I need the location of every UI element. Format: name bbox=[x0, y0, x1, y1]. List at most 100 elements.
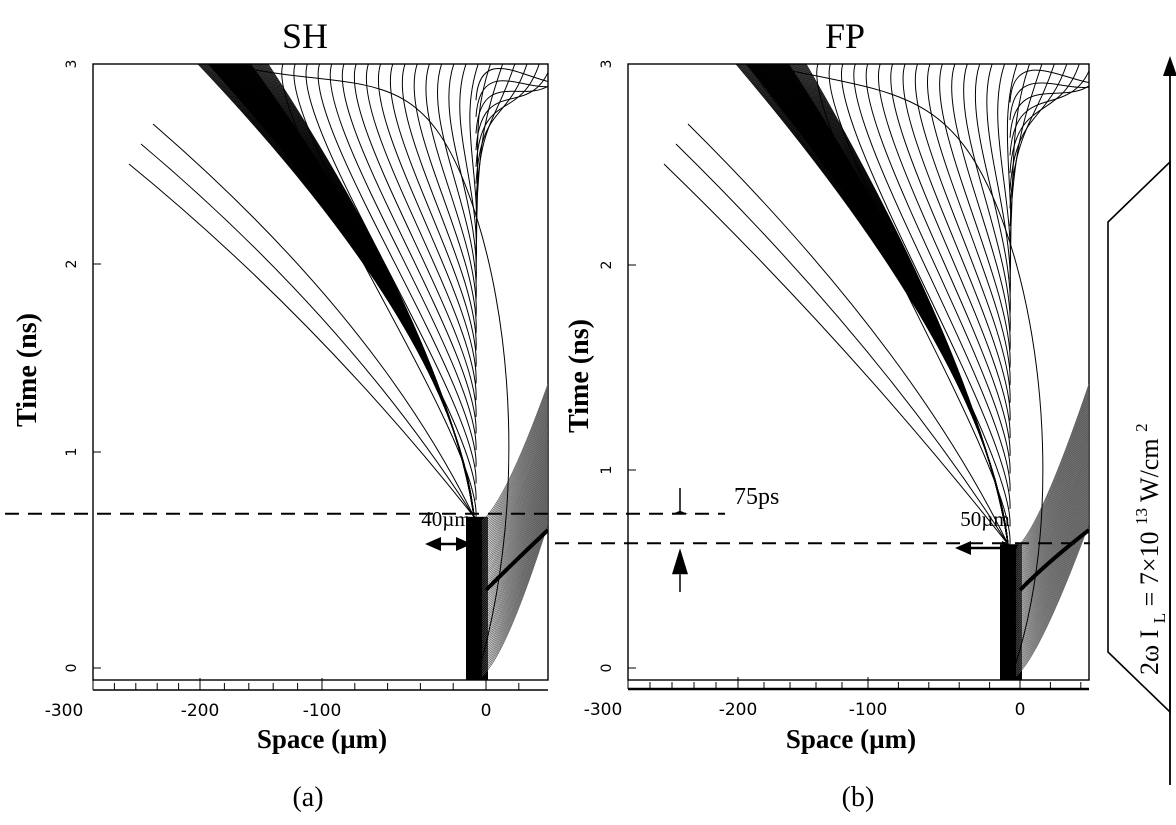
corona-trajectory bbox=[481, 432, 548, 576]
corona-trajectory bbox=[1015, 469, 1089, 627]
corona-trajectory bbox=[481, 475, 548, 623]
corona-trajectory bbox=[481, 521, 548, 675]
front-trajectory bbox=[738, 64, 1009, 545]
corona-trajectory bbox=[1015, 389, 1089, 555]
fan-trajectory bbox=[1009, 69, 1089, 103]
fan-trajectory bbox=[1009, 85, 1089, 138]
outer-trajectory bbox=[152, 123, 475, 518]
corona-trajectory bbox=[481, 414, 548, 555]
corona-trajectory bbox=[1015, 424, 1089, 586]
panel-b-fp: FP 0 1 2 3 -300 -200 -100 0 Time (ns) Space (µ… bbox=[564, 16, 1090, 813]
corona-trajectory bbox=[481, 430, 548, 573]
corona-trajectory bbox=[1015, 392, 1089, 556]
plot-area bbox=[128, 64, 548, 680]
laser-pulse-schematic: 2ω I L = 7×10 13 W/cm 2 bbox=[1107, 56, 1176, 785]
y-tick-label: 2 bbox=[64, 260, 80, 269]
corona-trajectory bbox=[481, 501, 548, 652]
y-tick-label: 1 bbox=[599, 466, 615, 475]
corona-trajectory bbox=[481, 471, 548, 618]
panel-a-trajectory-lines bbox=[128, 64, 548, 680]
corona-trajectory bbox=[1015, 499, 1089, 655]
corona-trajectory bbox=[481, 477, 548, 625]
front-trajectory bbox=[209, 64, 475, 517]
y-tick-label: 1 bbox=[64, 448, 80, 457]
corona-trajectory bbox=[1015, 475, 1089, 632]
corona-trajectory bbox=[1015, 465, 1089, 623]
laser-harmonic: 2ω bbox=[1135, 645, 1164, 675]
fan-trajectory bbox=[378, 64, 477, 384]
corona-trajectory bbox=[1015, 400, 1089, 564]
outer-trajectory bbox=[140, 143, 475, 518]
corona-trajectory bbox=[481, 389, 548, 528]
fan-trajectory bbox=[437, 64, 477, 301]
corona-trajectory bbox=[1015, 446, 1089, 606]
corona-trajectory bbox=[1015, 519, 1089, 673]
corona-trajectory bbox=[481, 400, 548, 540]
front-trajectory bbox=[741, 64, 1009, 545]
panel-a-x-axis: -300 -200 -100 0 bbox=[45, 678, 548, 721]
corona-trajectory bbox=[481, 387, 548, 526]
fan-trajectory bbox=[475, 85, 548, 134]
corona-trajectory bbox=[1015, 513, 1089, 668]
corona-trajectory bbox=[481, 426, 548, 569]
corona-trajectory bbox=[481, 424, 548, 567]
corona-trajectory bbox=[481, 444, 548, 589]
corona-trajectory bbox=[1015, 477, 1089, 634]
panel-a-y-axis-label: Time (ns) bbox=[12, 313, 43, 427]
laser-intensity-label: 2ω I L = 7×10 13 W/cm 2 bbox=[1124, 423, 1171, 675]
laser-exponent: 13 bbox=[1132, 508, 1151, 525]
panel-a-x-axis-label: Space (µm) bbox=[257, 724, 387, 754]
corona-trajectory bbox=[1015, 521, 1089, 675]
corona-trajectory bbox=[481, 408, 548, 549]
corona-trajectory bbox=[1015, 523, 1089, 677]
front-trajectory bbox=[267, 64, 475, 517]
corona-trajectory bbox=[1015, 428, 1089, 590]
x-tick-label: 0 bbox=[481, 701, 492, 721]
corona-trajectory bbox=[1015, 450, 1089, 610]
corona-trajectory bbox=[1015, 463, 1089, 621]
corona-trajectory bbox=[1015, 487, 1089, 643]
front-trajectory bbox=[200, 64, 475, 517]
front-trajectory bbox=[210, 64, 475, 517]
fan-trajectory bbox=[475, 64, 528, 184]
corona-trajectory bbox=[481, 513, 548, 666]
fan-trajectory bbox=[963, 64, 1011, 333]
x-tick-label: -100 bbox=[849, 700, 888, 720]
corona-trajectory bbox=[1015, 505, 1089, 660]
laser-unit: W/cm bbox=[1135, 438, 1164, 502]
corona-trajectory bbox=[1015, 410, 1089, 573]
front-trajectory bbox=[220, 64, 475, 517]
time-axis-arrowhead bbox=[1163, 56, 1176, 76]
y-tick-label: 0 bbox=[64, 664, 80, 673]
corona-trajectory bbox=[1015, 481, 1089, 638]
corona-trajectory bbox=[481, 420, 548, 562]
y-tick-label: 3 bbox=[599, 60, 615, 69]
corona-trajectory bbox=[1015, 396, 1089, 560]
panel-a-width-label: 40µm bbox=[421, 507, 470, 531]
outer-trajectory bbox=[128, 163, 475, 518]
front-trajectory bbox=[207, 64, 475, 517]
fan-trajectory bbox=[329, 64, 477, 451]
x-tick-label: -200 bbox=[719, 700, 758, 720]
corona-trajectory bbox=[1015, 442, 1089, 603]
panel-b-title: FP bbox=[825, 16, 865, 56]
corona-trajectory bbox=[481, 418, 548, 560]
fan-trajectory bbox=[281, 64, 477, 517]
corona-trajectory bbox=[1015, 406, 1089, 569]
front-trajectory bbox=[743, 64, 1009, 545]
corona-trajectory bbox=[1015, 422, 1089, 584]
corona-trajectory bbox=[1015, 501, 1089, 656]
fan-trajectory bbox=[425, 64, 477, 317]
corona-trajectory bbox=[481, 440, 548, 585]
laser-pulse-shape bbox=[1107, 160, 1171, 714]
panel-b-width-label: 50µm bbox=[960, 507, 1009, 531]
front-trajectory bbox=[218, 64, 475, 517]
plot-area bbox=[663, 64, 1089, 680]
shock-streak bbox=[1018, 528, 1089, 592]
corona-trajectory bbox=[481, 396, 548, 535]
y-tick-label: 0 bbox=[599, 664, 615, 673]
panel-a-caption: (a) bbox=[292, 782, 323, 813]
corona-trajectory bbox=[481, 503, 548, 654]
panel-b-width-annotation: 50µm bbox=[955, 507, 1018, 555]
corona-trajectory bbox=[481, 499, 548, 650]
